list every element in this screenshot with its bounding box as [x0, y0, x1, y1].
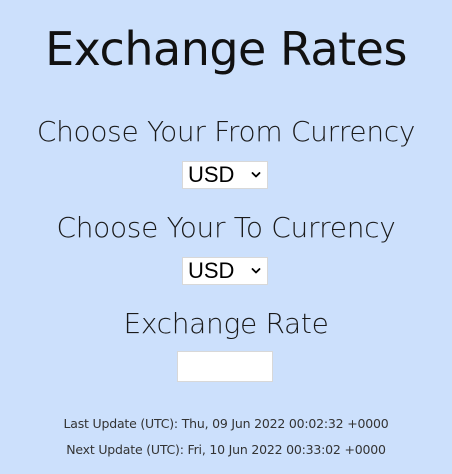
to-currency-value: USD — [188, 258, 235, 283]
exchange-rate-label: Exchange Rate — [123, 307, 329, 340]
page-title: Exchange Rates — [45, 22, 407, 76]
to-currency-label: Choose Your To Currency — [56, 211, 396, 244]
to-currency-select[interactable]: USD — [182, 257, 268, 285]
exchange-rate-output — [177, 351, 273, 382]
from-currency-label: Choose Your From Currency — [36, 115, 416, 148]
last-update-text: Last Update (UTC): Thu, 09 Jun 2022 00:0… — [63, 416, 389, 431]
from-currency-select[interactable]: USD — [182, 161, 268, 189]
from-currency-value: USD — [188, 162, 235, 187]
chevron-down-icon — [251, 172, 261, 178]
next-update-text: Next Update (UTC): Fri, 10 Jun 2022 00:3… — [66, 442, 386, 457]
chevron-down-icon — [251, 268, 261, 274]
